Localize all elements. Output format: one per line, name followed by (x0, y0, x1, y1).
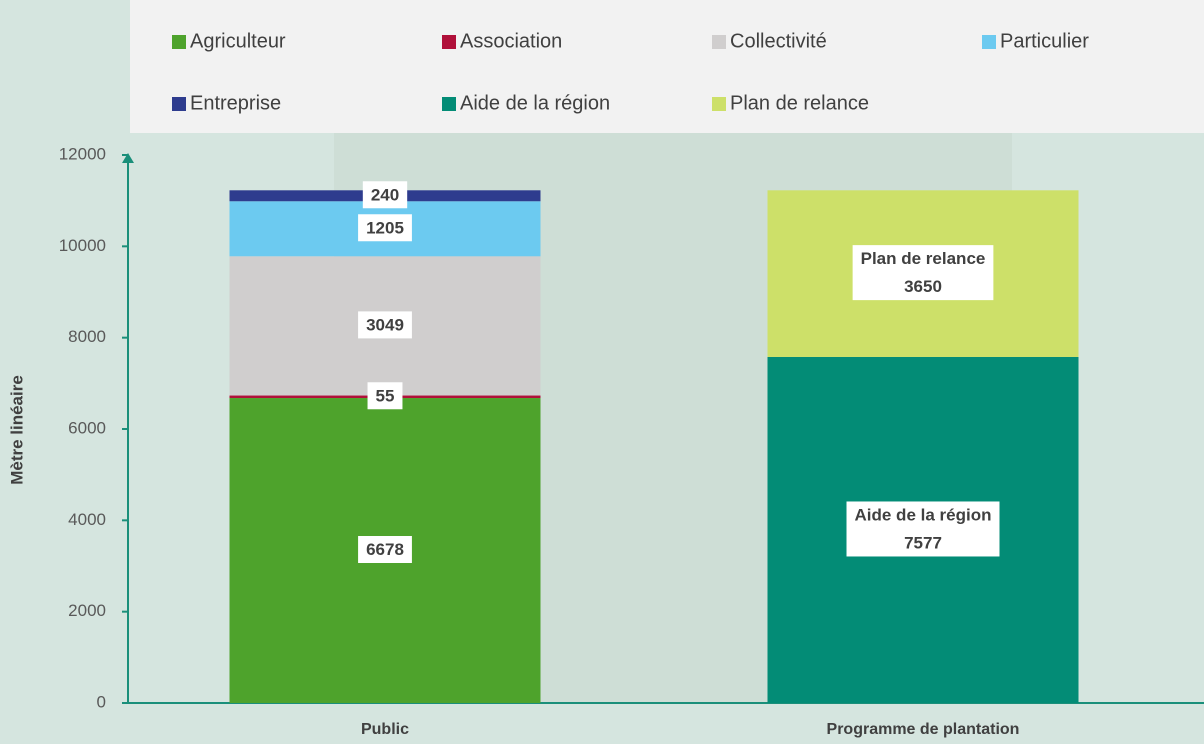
legend-swatch (442, 35, 456, 49)
legend-label: Entreprise (190, 92, 281, 114)
y-axis-label: Mètre linéaire (7, 375, 26, 485)
legend-swatch (712, 35, 726, 49)
x-tick-label: Public (361, 721, 409, 738)
data-label-name: Aide de la région (855, 505, 992, 524)
data-label-value: 240 (371, 185, 399, 204)
legend-label: Collectivité (730, 30, 827, 52)
y-tick-label: 10000 (59, 236, 106, 255)
data-label: 1205 (358, 214, 412, 241)
legend-label: Plan de relance (730, 92, 869, 114)
data-label: 6678 (358, 536, 412, 563)
legend-label: Association (460, 30, 562, 52)
legend-swatch (982, 35, 996, 49)
data-label-value: 7577 (904, 533, 942, 552)
chart: Mètre linéaire 0 2000 4000 6000 8000 10000 120… (0, 0, 1204, 744)
y-tick-label: 12000 (59, 144, 106, 163)
legend-swatch (172, 35, 186, 49)
y-tick-label: 2000 (68, 601, 106, 620)
legend-label: Aide de la région (460, 92, 610, 114)
data-label-value: 6678 (366, 540, 404, 559)
data-label: 55 (368, 382, 403, 409)
y-tick-label: 8000 (68, 327, 106, 346)
legend-label: Agriculteur (190, 30, 286, 52)
data-label: Plan de relance 3650 (853, 245, 994, 300)
data-label-value: 3049 (366, 315, 404, 334)
data-label-name: Plan de relance (861, 249, 986, 268)
legend-swatch (712, 97, 726, 111)
legend-swatch (442, 97, 456, 111)
y-tick-label: 4000 (68, 510, 106, 529)
data-label: 3049 (358, 311, 412, 338)
y-tick-label: 6000 (68, 418, 106, 437)
data-label-value: 55 (376, 386, 395, 405)
legend-swatch (172, 97, 186, 111)
legend-label: Particulier (1000, 30, 1089, 52)
data-label-value: 1205 (366, 218, 404, 237)
legend-box (130, 0, 1204, 133)
data-label: 240 (363, 181, 407, 208)
data-label: Aide de la région 7577 (847, 501, 1000, 556)
y-tick-label: 0 (97, 692, 106, 711)
x-tick-label: Programme de plantation (827, 721, 1020, 738)
data-label-value: 3650 (904, 277, 942, 296)
